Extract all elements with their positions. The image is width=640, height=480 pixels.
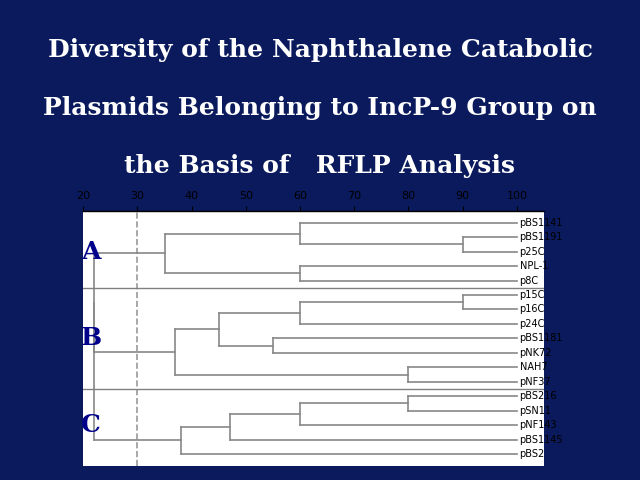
Text: p24C: p24C: [520, 319, 545, 329]
Text: pBS2: pBS2: [520, 449, 545, 459]
Text: A: A: [81, 240, 101, 264]
Text: pNK72: pNK72: [520, 348, 552, 358]
Text: pNF143: pNF143: [520, 420, 557, 430]
Text: pBS216: pBS216: [520, 391, 557, 401]
Text: pBS1141: pBS1141: [520, 218, 563, 228]
Text: the Basis of   RFLP Analysis: the Basis of RFLP Analysis: [125, 154, 515, 178]
Text: p16C: p16C: [520, 304, 545, 314]
Text: p25C: p25C: [520, 247, 545, 257]
Text: p8C: p8C: [520, 276, 539, 286]
Text: pBS1145: pBS1145: [520, 434, 563, 444]
Text: Plasmids Belonging to IncP-9 Group on: Plasmids Belonging to IncP-9 Group on: [43, 96, 597, 120]
Text: NAH7: NAH7: [520, 362, 547, 372]
Text: Diversity of the Naphthalene Catabolic: Diversity of the Naphthalene Catabolic: [47, 38, 593, 62]
Text: pNF37: pNF37: [520, 377, 551, 387]
Text: NPL-1: NPL-1: [520, 261, 548, 271]
Text: pSN11: pSN11: [520, 406, 552, 416]
Text: pBS1191: pBS1191: [520, 232, 563, 242]
Text: B: B: [81, 326, 102, 350]
Text: p15C: p15C: [520, 290, 545, 300]
Text: pBS1181: pBS1181: [520, 334, 563, 343]
Text: C: C: [81, 413, 101, 437]
